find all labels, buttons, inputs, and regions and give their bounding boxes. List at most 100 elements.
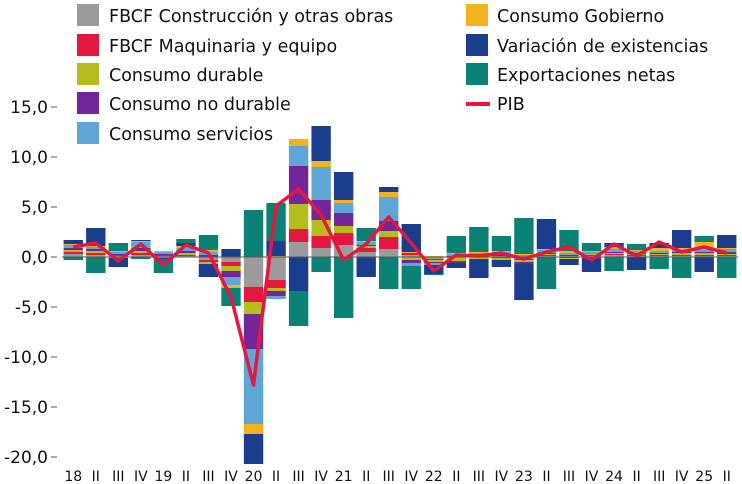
bar-segment: [221, 271, 241, 277]
bar-segment: [63, 240, 83, 244]
x-tick-label: IV: [224, 469, 238, 484]
bar-segment: [63, 252, 83, 254]
bar-segment: [266, 296, 286, 299]
bar-segment: [424, 263, 444, 265]
x-tick-label: II: [452, 469, 460, 484]
bar-segment: [401, 266, 421, 289]
bar-segment: [694, 255, 714, 256]
bar-segment: [333, 257, 354, 318]
legend-label: FBCF Maquinaria y equipo: [109, 37, 337, 57]
bar-segment: [671, 257, 692, 278]
bar-segment: [86, 247, 106, 249]
legend-label: Variación de existencias: [497, 37, 708, 57]
x-tick-label: III: [292, 469, 304, 484]
bar-segment: [379, 197, 399, 221]
bar-segment: [311, 257, 331, 272]
bar-segment: [198, 257, 219, 260]
x-tick-label: II: [362, 469, 370, 484]
bar-segment: [356, 246, 376, 248]
bar-segment: [514, 260, 534, 262]
bar-segment: [221, 277, 241, 285]
bar-segment: [446, 236, 467, 253]
bar-segment: [581, 254, 602, 255]
bar-segment: [198, 262, 219, 264]
bar-segment: [559, 251, 579, 253]
bar-segment: [694, 253, 714, 255]
bar-segment: [288, 204, 309, 229]
bar-segment: [604, 257, 624, 271]
legend-label: FBCF Construcción y otras obras: [109, 7, 393, 27]
bar-segment: [424, 259, 444, 260]
bar-segment: [198, 260, 219, 262]
x-tick-label: IV: [675, 469, 689, 484]
y-axis: 15,0 10,0 5,0 0,0 -5,0 -10,0 -15,0 -20,0: [4, 98, 57, 468]
bar-segment: [288, 139, 309, 146]
bar-segment: [694, 250, 714, 252]
bar-segment: [176, 253, 196, 255]
bar-segment: [626, 257, 647, 270]
bar-segment: [131, 240, 151, 241]
bar-segment: [717, 255, 737, 256]
bar-segment: [243, 302, 264, 314]
bar-segment: [514, 264, 534, 300]
x-tick-label: IV: [495, 469, 509, 484]
bar-segment: [153, 254, 174, 255]
bar-segment: [649, 243, 669, 248]
bar-segment: [401, 263, 421, 266]
bar-segment: [153, 252, 174, 254]
bar-segment: [379, 231, 399, 237]
x-tick-label: 22: [425, 469, 443, 484]
bar-segment: [401, 224, 421, 252]
bar-segment: [581, 251, 602, 252]
bar-segment: [401, 257, 421, 260]
bar-segment: [401, 253, 421, 255]
bar-segment: [86, 253, 106, 255]
bar-segment: [63, 250, 83, 252]
x-tick-label: 19: [154, 469, 172, 484]
bar-segment: [86, 251, 106, 253]
bar-segment: [288, 257, 309, 291]
legend-swatch: [77, 92, 99, 114]
legend-swatch: [77, 122, 99, 144]
bar-segment: [604, 253, 624, 254]
bar-segment: [176, 251, 196, 253]
legend-label: Exportaciones netas: [497, 66, 675, 86]
bar-segment: [153, 258, 174, 259]
bar-segment: [63, 254, 83, 257]
bar-segment: [469, 259, 489, 278]
y-tick-label: 15,0: [10, 98, 48, 118]
bar-segment: [379, 257, 399, 289]
bar-segment: [649, 255, 669, 256]
bar-segment: [446, 261, 467, 263]
bar-segment: [311, 200, 331, 220]
bar-segment: [604, 252, 624, 253]
x-axis: 18 II III IV 19 II III IV 20 II III IV 21 II III IV 22 II…: [64, 469, 731, 484]
x-tick-label: 25: [695, 469, 713, 484]
bar-segment: [581, 259, 602, 272]
bar-segment: [694, 257, 714, 272]
bar-segment: [153, 251, 174, 252]
bar-segment: [243, 210, 264, 257]
bar-segment: [446, 263, 467, 268]
bar-segment: [333, 213, 354, 226]
bar-segment: [717, 254, 737, 255]
bar-segment: [86, 257, 106, 273]
bar-segment: [333, 233, 354, 245]
bar-segment: [221, 266, 241, 271]
bar-segment: [581, 255, 602, 256]
bar-segment: [266, 257, 286, 280]
y-tick-label: -10,0: [4, 348, 48, 368]
bar-segment: [221, 262, 241, 266]
x-tick-label: II: [542, 469, 550, 484]
x-tick-label: 20: [245, 469, 263, 484]
bar-segment: [63, 248, 83, 250]
bar-segment: [401, 260, 421, 263]
bar-segment: [221, 285, 241, 288]
bar-segment: [131, 251, 151, 253]
bar-segment: [649, 254, 669, 255]
bar-segment: [311, 161, 331, 167]
bar-segment: [288, 229, 309, 242]
y-tick-label: 10,0: [10, 148, 48, 168]
bar-segment: [671, 230, 692, 248]
bar-segment: [221, 249, 241, 257]
